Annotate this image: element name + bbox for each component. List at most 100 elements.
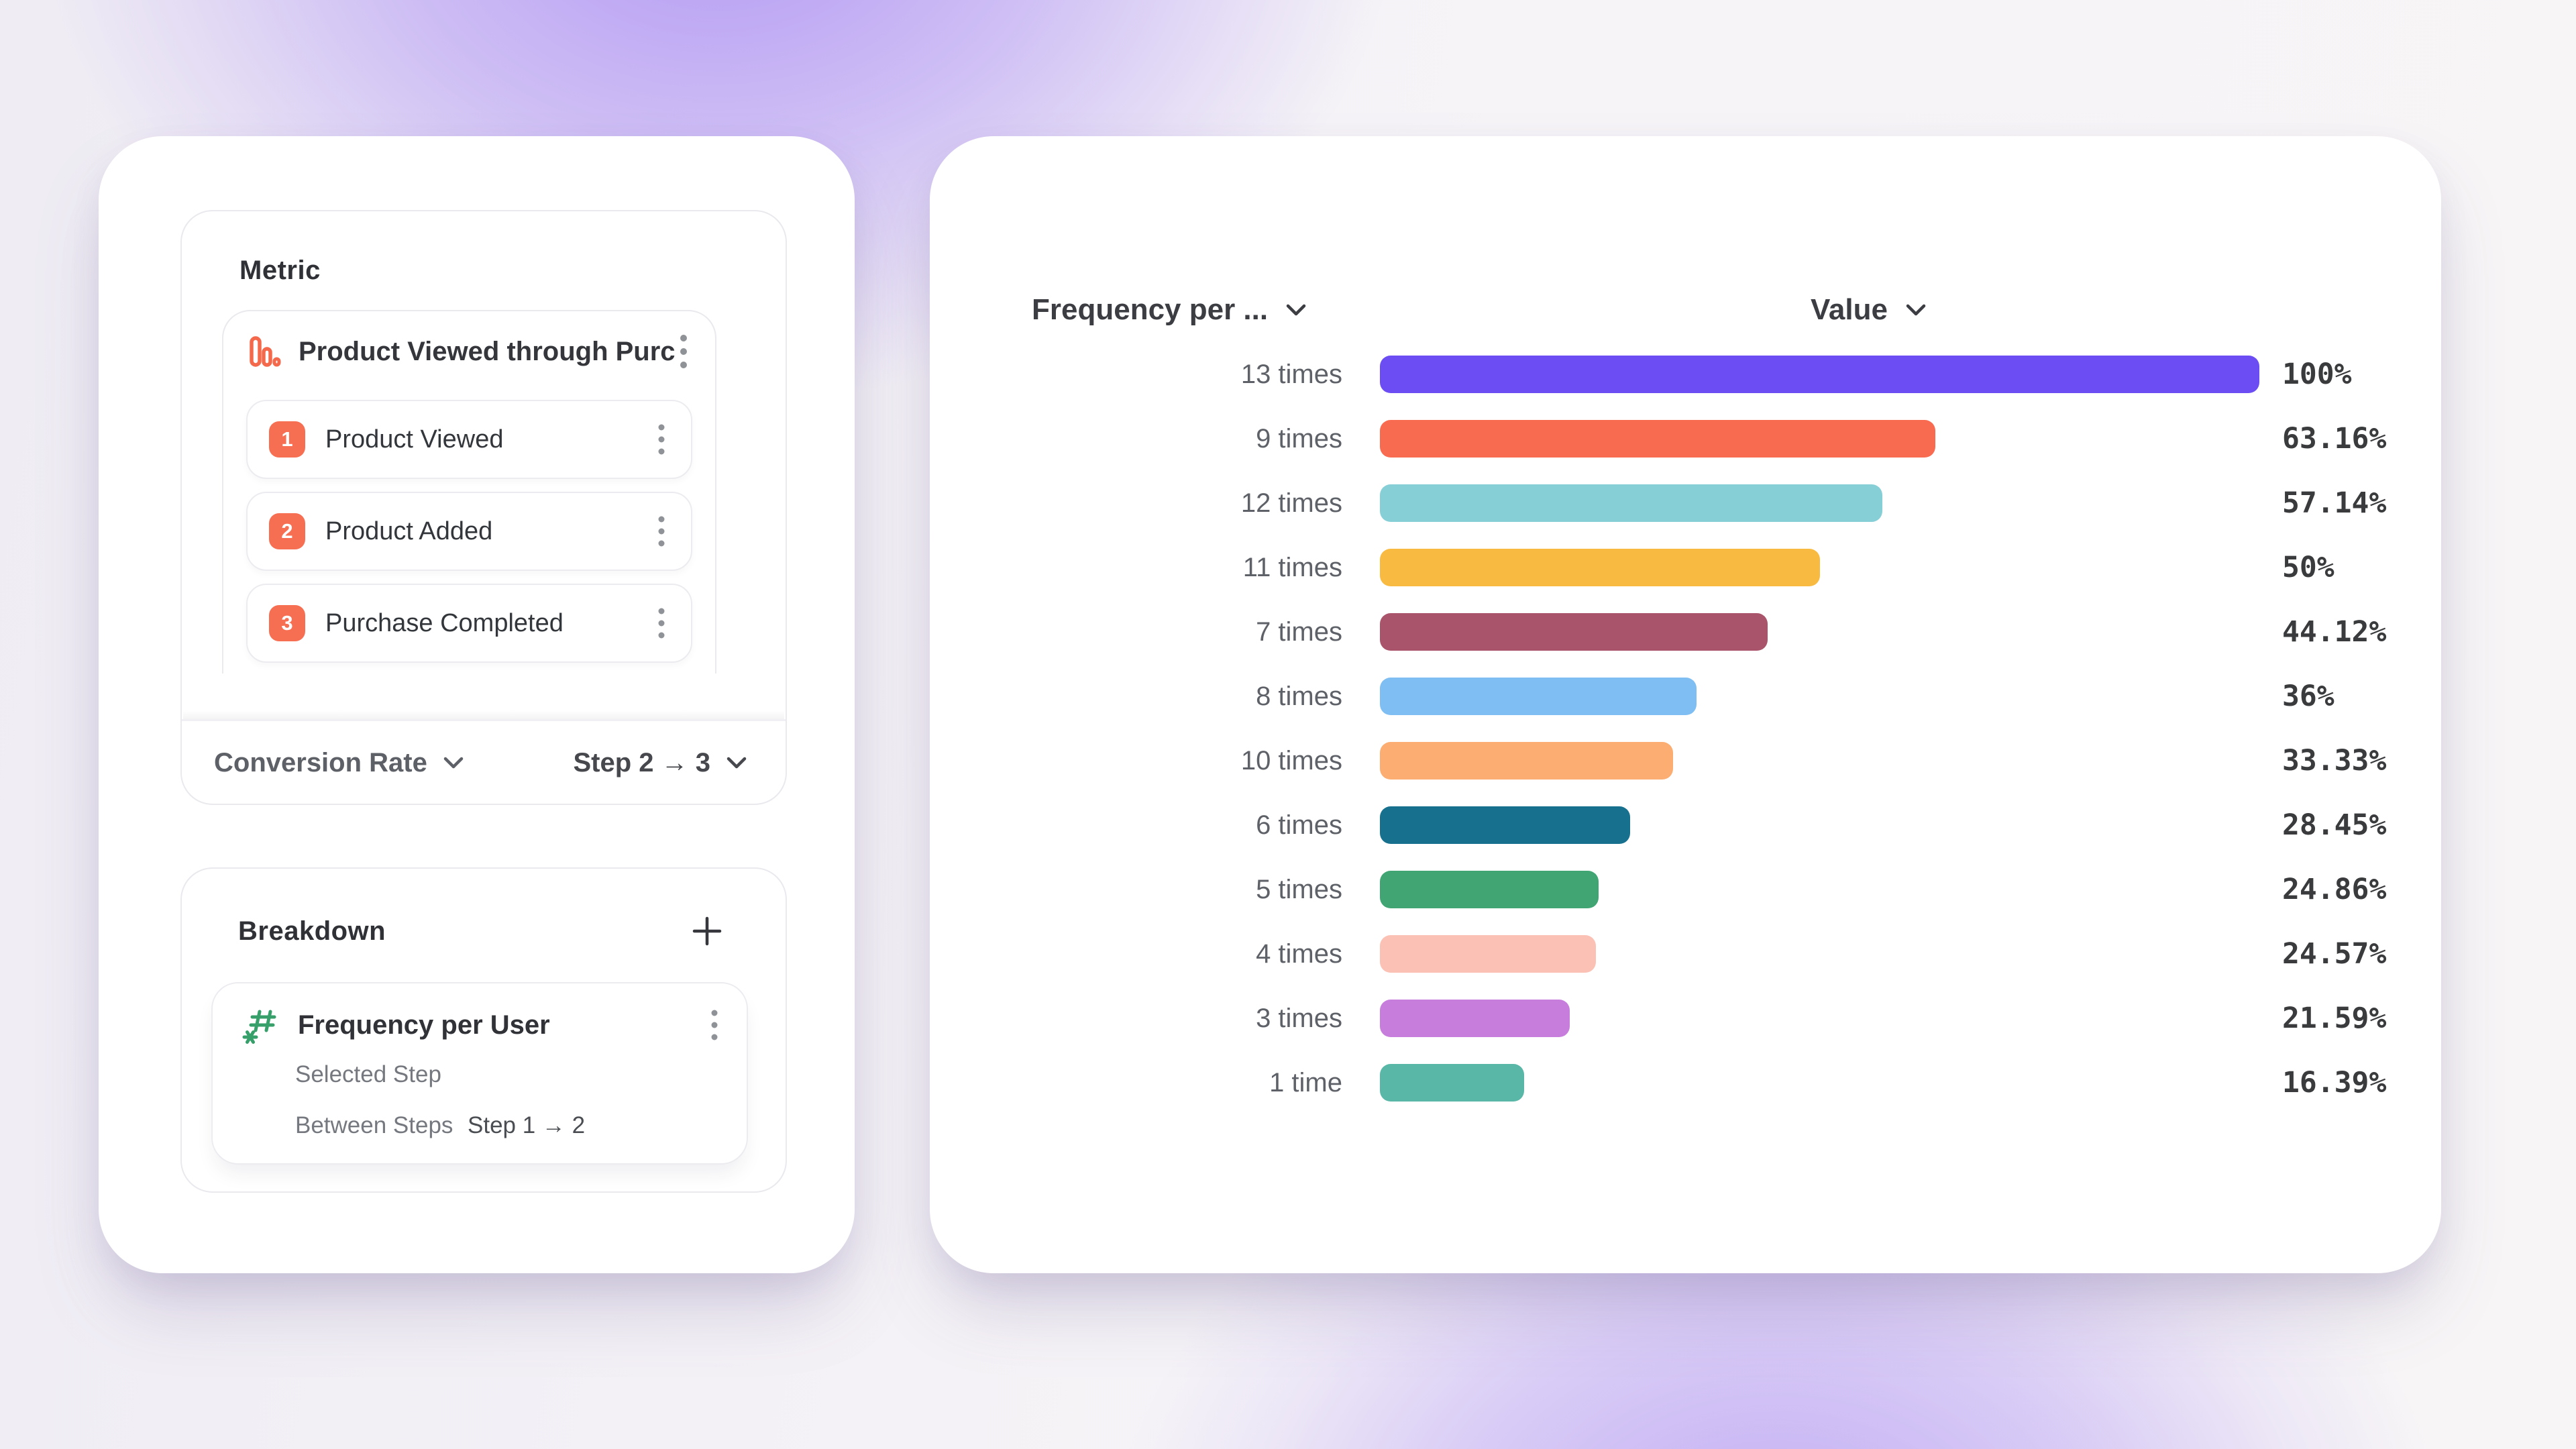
chart-row: 4 times 24.57% (930, 922, 2441, 986)
value-column-dropdown[interactable]: Value (1811, 289, 1927, 331)
bar[interactable] (1380, 1064, 1524, 1102)
breakdown-item-header: Frequency per User (242, 1004, 722, 1046)
bar-chart: 13 times 100% 9 times 63.16% 12 times 57… (930, 342, 2441, 1115)
bar[interactable] (1380, 420, 1936, 458)
bar-track (1380, 484, 2259, 522)
category-label: 9 times (1256, 423, 1342, 453)
funnel-metric-card: Product Viewed through Purch... 1 Produc… (222, 310, 716, 674)
step-label: Purchase Completed (325, 608, 564, 637)
funnel-scroll-area[interactable]: Product Viewed through Purch... 1 Produc… (222, 310, 716, 674)
conversion-rate-label: Conversion Rate (214, 748, 427, 777)
kebab-menu-icon[interactable] (653, 419, 669, 460)
bar-track (1380, 935, 2259, 973)
conversion-rate-dropdown[interactable]: Conversion Rate (214, 748, 464, 778)
property-label: Between Steps (295, 1112, 453, 1138)
bar[interactable] (1380, 356, 2259, 393)
kebab-menu-icon[interactable] (653, 511, 669, 551)
metric-section: Metric Product Viewed through Purch... (180, 210, 787, 805)
category-column-label: Frequency per ... (1032, 293, 1269, 326)
value-label: 100% (2282, 358, 2352, 391)
value-label: 44.12% (2282, 615, 2387, 649)
funnel-name: Product Viewed through Purch... (299, 336, 675, 366)
category-label: 5 times (1256, 874, 1342, 904)
chevron-down-icon (443, 757, 464, 769)
divider (182, 719, 786, 721)
step-number-badge: 3 (269, 605, 305, 641)
kebab-menu-icon[interactable] (706, 1005, 722, 1045)
category-label: 7 times (1256, 616, 1342, 647)
kebab-menu-icon[interactable] (653, 603, 669, 643)
breakdown-item-name: Frequency per User (298, 1010, 550, 1040)
bar[interactable] (1380, 1000, 1570, 1037)
chart-row: 10 times 33.33% (930, 729, 2441, 793)
scroll-fade (183, 710, 784, 719)
bar-track (1380, 1000, 2259, 1037)
chart-row: 13 times 100% (930, 342, 2441, 407)
kebab-menu-icon[interactable] (675, 329, 692, 374)
value-label: 28.45% (2282, 808, 2387, 842)
bar-track (1380, 678, 2259, 715)
value-label: 21.59% (2282, 1002, 2387, 1035)
chart-row: 11 times 50% (930, 535, 2441, 600)
chart-row: 5 times 24.86% (930, 857, 2441, 922)
step-label: Product Viewed (325, 425, 504, 453)
chart-row: 8 times 36% (930, 664, 2441, 729)
step-range-dropdown[interactable]: Step 2 → 3 (573, 748, 747, 778)
funnel-step-row[interactable]: 2 Product Added (246, 492, 692, 571)
breakdown-header: Breakdown (238, 909, 722, 953)
bar-track (1380, 1064, 2259, 1102)
value-label: 33.33% (2282, 744, 2387, 777)
bar[interactable] (1380, 678, 1697, 715)
bar[interactable] (1380, 806, 1630, 844)
plus-icon[interactable] (692, 916, 722, 947)
funnel-header[interactable]: Product Viewed through Purch... (223, 330, 715, 373)
funnel-step-row[interactable]: 1 Product Viewed (246, 400, 692, 479)
value-label: 50% (2282, 551, 2334, 584)
metric-footer: Conversion Rate Step 2 → 3 (182, 721, 786, 805)
chart-row: 3 times 21.59% (930, 986, 2441, 1051)
breakdown-item-card[interactable]: Frequency per User Selected Step Between… (211, 982, 748, 1165)
bar-track (1380, 549, 2259, 586)
bar[interactable] (1380, 935, 1597, 973)
bar-track (1380, 742, 2259, 780)
bar-track (1380, 806, 2259, 844)
bar-track (1380, 420, 2259, 458)
property-label: Selected Step (295, 1061, 441, 1087)
category-label: 6 times (1256, 810, 1342, 840)
breakdown-property-row: Between Steps Step 1 → 2 (295, 1112, 722, 1139)
chevron-down-icon (1285, 303, 1307, 317)
bar[interactable] (1380, 871, 1599, 908)
value-label: 24.57% (2282, 937, 2387, 971)
chart-row: 7 times 44.12% (930, 600, 2441, 664)
step-number-badge: 1 (269, 421, 305, 458)
bar-track (1380, 871, 2259, 908)
metric-section-title: Metric (239, 256, 321, 285)
bar[interactable] (1380, 742, 1673, 780)
category-label: 11 times (1242, 552, 1342, 582)
chart-row: 9 times 63.16% (930, 407, 2441, 471)
value-column-label: Value (1811, 293, 1888, 326)
category-label: 10 times (1240, 745, 1342, 775)
breakdown-section: Breakdown Frequency per User Selec (180, 867, 787, 1193)
category-label: 8 times (1256, 681, 1342, 711)
step-range-label: Step 2 → 3 (573, 748, 710, 777)
chevron-down-icon (727, 757, 747, 769)
bar[interactable] (1380, 613, 1768, 651)
category-label: 1 time (1269, 1067, 1342, 1097)
chart-row: 6 times 28.45% (930, 793, 2441, 857)
category-label: 3 times (1256, 1003, 1342, 1033)
bar[interactable] (1380, 484, 1883, 522)
value-label: 16.39% (2282, 1066, 2387, 1099)
category-label: 12 times (1240, 488, 1342, 518)
category-column-dropdown[interactable]: Frequency per ... (1032, 289, 1307, 331)
bar-track (1380, 613, 2259, 651)
value-label: 63.16% (2282, 422, 2387, 455)
chart-row: 12 times 57.14% (930, 471, 2441, 535)
step-number-badge: 2 (269, 513, 305, 549)
property-value[interactable]: Step 1 → 2 (468, 1112, 586, 1138)
value-label: 36% (2282, 680, 2334, 713)
value-label: 57.14% (2282, 486, 2387, 520)
funnel-step-row[interactable]: 3 Purchase Completed (246, 584, 692, 663)
breakdown-title: Breakdown (238, 916, 386, 946)
bar[interactable] (1380, 549, 1820, 586)
